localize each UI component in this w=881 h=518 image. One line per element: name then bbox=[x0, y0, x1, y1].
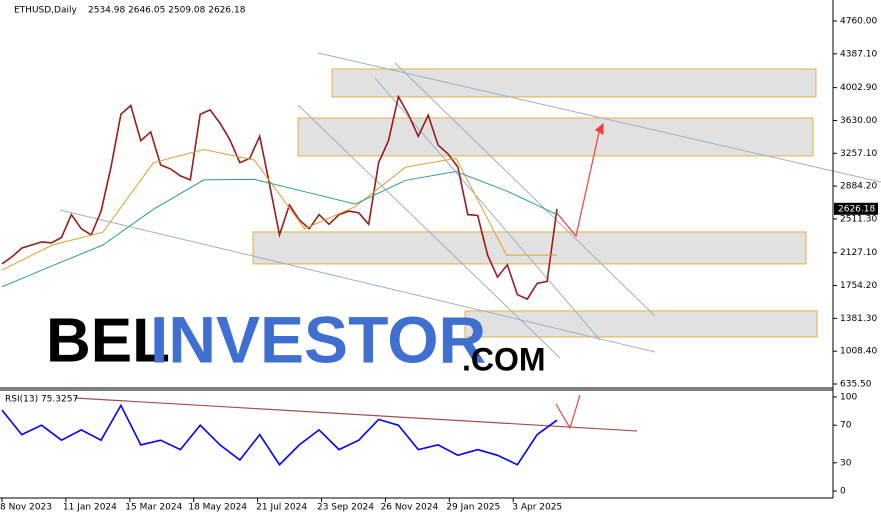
y-tick-label: 1754.20 bbox=[840, 281, 877, 291]
watermark-bel: BEL bbox=[46, 306, 170, 375]
y-tick-label: 70 bbox=[840, 421, 852, 431]
watermark-com: .COM bbox=[462, 341, 546, 377]
trend-line bbox=[297, 104, 561, 359]
y-tick-label: 635.50 bbox=[840, 379, 872, 389]
rsi-title: RSI(13) 75.3257 bbox=[5, 395, 78, 405]
zone bbox=[297, 117, 814, 157]
x-tick-label: 23 Sep 2024 bbox=[317, 503, 374, 513]
trend-line bbox=[394, 62, 656, 317]
series-line bbox=[1, 170, 558, 288]
y-tick-label: 30 bbox=[840, 458, 852, 468]
price-tag bbox=[834, 202, 878, 215]
watermark: BEL INVESTOR .COM bbox=[46, 302, 546, 377]
y-tick-label: 3257.10 bbox=[840, 149, 877, 159]
x-tick-label: 29 Jan 2025 bbox=[446, 503, 500, 513]
x-tick-label: 11 Jan 2024 bbox=[63, 503, 117, 513]
zone bbox=[252, 231, 807, 265]
y-tick-label: 1008.40 bbox=[840, 347, 877, 357]
rsi-arrow bbox=[555, 394, 581, 430]
x-tick-label: 26 Nov 2024 bbox=[381, 503, 439, 513]
ohlc: 2534.98 2646.05 2509.08 2626.18 bbox=[88, 6, 246, 16]
series-line bbox=[1, 94, 558, 301]
y-tick-label: 2884.20 bbox=[840, 182, 877, 192]
trend-line bbox=[59, 209, 656, 353]
y-tick-label: 4760.00 bbox=[840, 17, 877, 27]
x-tick-label: 8 Nov 2023 bbox=[0, 503, 52, 513]
forecast-arrow bbox=[555, 127, 601, 238]
y-tick-label: 1381.30 bbox=[840, 314, 877, 324]
y-tick-label: 4387.10 bbox=[840, 49, 877, 59]
price-tag-label: 2626.18 bbox=[838, 204, 875, 214]
x-tick-label: 18 May 2024 bbox=[188, 503, 247, 513]
zone bbox=[464, 310, 818, 338]
y-tick-label: 2127.10 bbox=[840, 248, 877, 258]
rsi-trend-line bbox=[74, 397, 638, 432]
x-tick-label: 15 Mar 2024 bbox=[125, 503, 182, 513]
series-line bbox=[1, 403, 558, 466]
arrows bbox=[74, 122, 638, 432]
x-tick-label: 21 Jul 2024 bbox=[256, 503, 307, 513]
watermark-investor: INVESTOR bbox=[150, 302, 486, 376]
y-tick-label: 0 bbox=[840, 487, 846, 497]
arrow-head bbox=[594, 122, 604, 136]
y-tick-label: 3630.00 bbox=[840, 116, 877, 126]
y-tick-label: 100 bbox=[840, 392, 857, 402]
y-tick-label: 2511.30 bbox=[840, 214, 877, 224]
x-tick-label: 3 Apr 2025 bbox=[512, 503, 562, 513]
zone bbox=[331, 68, 817, 98]
y-tick-label: 4002.90 bbox=[840, 83, 877, 93]
symbol: ETHUSD,Daily bbox=[14, 6, 77, 16]
trend-line bbox=[317, 52, 881, 183]
